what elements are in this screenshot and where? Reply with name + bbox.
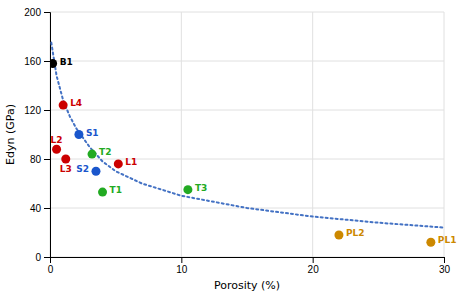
- point-label: B1: [60, 57, 73, 67]
- point-label: PL1: [438, 235, 457, 245]
- tick-label: 160: [24, 56, 41, 67]
- tick-label: 200: [24, 7, 41, 18]
- marks: [50, 43, 444, 247]
- tick: 0: [35, 252, 50, 263]
- point: [50, 59, 57, 68]
- grid-line: [50, 61, 444, 62]
- plot: 0 10 20 30 0 40 80 120 160 200 B1 L4 L2 L3 S1 S2 T1 T2 T3 L…: [24, 7, 456, 275]
- tick-label: 80: [30, 154, 42, 165]
- point: [334, 230, 343, 239]
- point-label: S1: [86, 128, 99, 138]
- curve: [51, 43, 444, 228]
- tick-label: 20: [308, 264, 320, 275]
- point: [426, 238, 435, 247]
- tick: 200: [24, 7, 50, 18]
- point: [52, 145, 61, 154]
- chart: 0 10 20 30 0 40 80 120 160 200 B1 L4 L2 L3 S1 S2 T1 T2 T3 L…: [0, 0, 474, 295]
- tick-label: 0: [48, 264, 54, 275]
- grid-line: [50, 12, 444, 13]
- x-axis-title: Porosity (%): [214, 279, 280, 292]
- tick: 160: [24, 56, 50, 67]
- tick-label: 10: [176, 264, 188, 275]
- grid: [50, 12, 444, 257]
- tick-mark: [44, 61, 50, 62]
- labels: B1 L4 L2 L3 S1 S2 T1 T2 T3 L1 PL2 PL1: [51, 57, 457, 246]
- point: [98, 188, 107, 197]
- axis-line: [51, 258, 445, 264]
- point-label: L2: [51, 135, 63, 145]
- y-axis: 0 40 80 120 160 200: [24, 7, 50, 263]
- tick-mark: [44, 257, 50, 258]
- point: [183, 185, 192, 194]
- tick: 20: [308, 257, 320, 275]
- tick: 120: [24, 105, 50, 116]
- tick: 80: [30, 154, 50, 165]
- tick-mark: [44, 208, 50, 209]
- tick-mark: [181, 257, 182, 263]
- point: [88, 150, 97, 159]
- tick-label: 120: [24, 105, 41, 116]
- y-axis-title: Edyn (GPa): [4, 104, 17, 165]
- point-label: L1: [125, 157, 137, 167]
- grid-line: [50, 159, 444, 160]
- grid-line: [50, 110, 444, 111]
- tick: 40: [30, 203, 50, 214]
- axis-line: [44, 13, 51, 258]
- tick-mark: [44, 12, 50, 13]
- point-label: L4: [70, 98, 82, 108]
- point: [114, 159, 123, 168]
- point-label: T2: [99, 147, 111, 157]
- tick: 0: [48, 257, 54, 275]
- tick-mark: [313, 257, 314, 263]
- tick: 30: [439, 257, 451, 275]
- tick-mark: [444, 257, 445, 263]
- tick-mark: [44, 110, 50, 111]
- point-label: T3: [195, 183, 207, 193]
- grid-line: [312, 12, 313, 257]
- point-label: L3: [60, 164, 72, 174]
- grid-line: [181, 12, 182, 257]
- tick: 10: [176, 257, 188, 275]
- point: [74, 130, 83, 139]
- tick-label: 40: [30, 203, 42, 214]
- point: [91, 167, 100, 176]
- point-label: S2: [76, 164, 89, 174]
- tick-label: 0: [35, 252, 41, 263]
- point-label: T1: [110, 185, 122, 195]
- point: [59, 101, 68, 110]
- point: [61, 155, 70, 164]
- grid-line: [444, 12, 445, 257]
- x-axis: 0 10 20 30: [48, 257, 451, 275]
- tick-mark: [44, 159, 50, 160]
- tick-label: 30: [439, 264, 451, 275]
- point-label: PL2: [346, 228, 365, 238]
